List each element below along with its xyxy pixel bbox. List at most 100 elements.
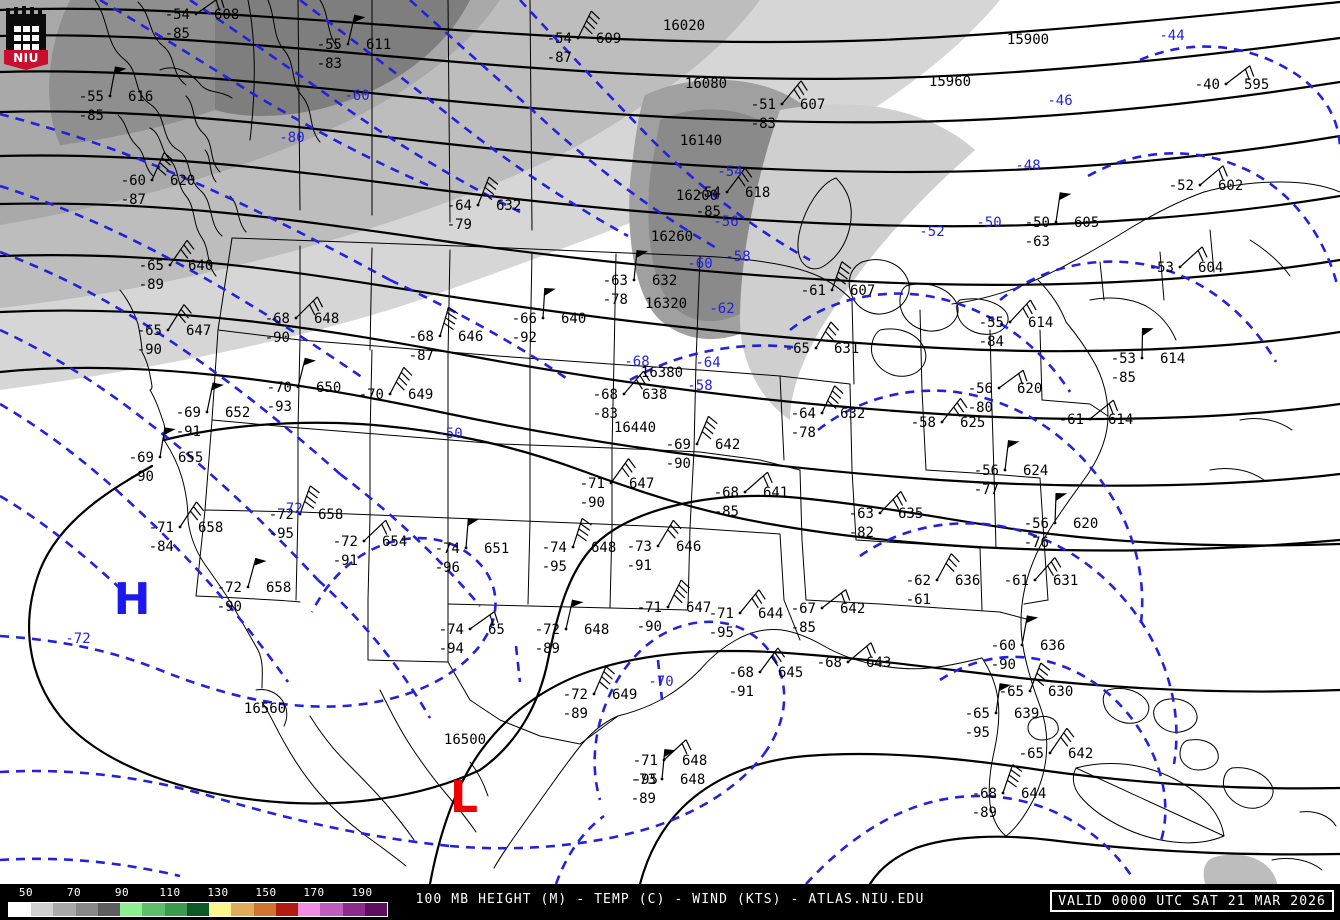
station-temperature: -69	[176, 405, 201, 421]
station-temperature: -65	[1019, 746, 1044, 762]
station-marker	[830, 288, 834, 292]
station-plot: -61 614	[1059, 399, 1133, 428]
station-temperature: -51	[751, 97, 776, 113]
station-marker	[940, 420, 944, 424]
wind-barb-feather	[667, 529, 676, 539]
station-dewpoint: -89	[631, 791, 656, 807]
wind-barb-shaft	[577, 10, 592, 39]
station-temperature: -56	[968, 381, 993, 397]
station-plot: -66 640 -92	[512, 288, 586, 346]
station-height: 658	[266, 580, 291, 596]
wind-barb-feather	[621, 467, 630, 478]
station-plot: -58 625	[911, 398, 985, 431]
station-marker	[468, 627, 472, 631]
wind-speed-shading-layer	[0, 0, 1277, 884]
station-plot: -65 639 -95	[965, 683, 1039, 741]
wind-barb-shaft	[661, 749, 666, 780]
station-height: 638	[642, 387, 667, 403]
wind-barb-feather	[839, 266, 850, 275]
wind-barb-pennant	[664, 749, 676, 758]
station-plot: -73 646 -91	[627, 519, 701, 574]
station-temperature: -63	[849, 506, 874, 522]
wind-barb-feather	[484, 186, 495, 196]
wind-barb-feather	[605, 666, 616, 675]
wind-barb-feather	[836, 276, 847, 285]
station-dewpoint: -78	[603, 292, 628, 308]
station-plot: -53 614 -85	[1111, 327, 1185, 386]
station-height: 604	[1198, 260, 1223, 276]
station-plot: -69 642 -90	[666, 415, 740, 472]
wind-barb-feather	[304, 500, 315, 509]
wind-barb-shaft	[159, 427, 166, 458]
station-dewpoint: -93	[267, 399, 292, 415]
station-height: 595	[1244, 77, 1269, 93]
wind-barb-feather	[585, 20, 596, 30]
product-title: 100 MB HEIGHT (M) - TEMP (C) - WIND (KTS…	[415, 892, 925, 907]
niu-logo[interactable]: NIU	[2, 2, 50, 70]
wind-barb-feather	[741, 172, 749, 183]
wind-barb-feather	[583, 25, 593, 35]
wind-barb-shaft	[363, 519, 387, 542]
wind-barb-shaft	[847, 642, 872, 663]
wind-barb-feather	[948, 558, 958, 568]
station-temperature: -52	[1169, 178, 1194, 194]
station-dewpoint: -89	[535, 641, 560, 657]
colorbar-tick: 170	[303, 886, 325, 899]
station-plot: -61 607	[801, 261, 875, 299]
station-plot: -68 646 -87	[409, 306, 483, 364]
bottom-legend-bar: 50 70 90 110 130 150 170 190 100 MB HEIGHT (M) …	[0, 884, 1340, 920]
wind-barb-feather	[215, 0, 221, 12]
station-plot: -73 648 -89	[631, 749, 705, 807]
colorbar-tick-labels: 50 70 90 110 130 150 170 190	[8, 887, 388, 901]
wind-barb-feather	[309, 485, 320, 494]
station-plot: -54 618-85	[696, 167, 770, 220]
temperature-contour-label: -70	[648, 674, 673, 690]
wind-barb-feather	[381, 523, 388, 535]
wind-barb-feather	[774, 652, 782, 663]
station-plot: -65 631	[785, 321, 859, 357]
station-height: 644	[1021, 786, 1046, 802]
wind-barb-feather	[1022, 370, 1028, 382]
height-contour-label: 16560	[244, 701, 286, 717]
station-marker	[1048, 751, 1052, 755]
station-marker	[846, 660, 850, 664]
wind-barb-pennant	[114, 66, 127, 75]
station-height: 651	[484, 541, 509, 557]
station-marker	[592, 692, 596, 696]
station-height: 639	[1014, 706, 1039, 722]
wind-barb-feather	[445, 317, 456, 325]
wind-barb-feather	[580, 523, 591, 531]
station-marker	[576, 36, 580, 40]
wind-barb-feather	[489, 614, 495, 627]
wind-barb-feather	[308, 304, 316, 316]
wind-barb-shaft	[821, 385, 836, 414]
wind-barb-feather	[1038, 667, 1049, 676]
station-temperature: -56	[974, 463, 999, 479]
station-temperature: -55	[979, 315, 1004, 331]
wind-barb-feather	[183, 304, 192, 314]
station-height: 646	[458, 329, 483, 345]
wind-barb-shaft	[1034, 557, 1056, 581]
wind-barb-shaft	[998, 369, 1024, 389]
station-dewpoint: -79	[447, 217, 472, 233]
wind-barb-pennant	[211, 382, 224, 391]
wind-barb-feather	[308, 490, 318, 499]
station-plot: -72 658 -90	[217, 557, 291, 615]
wind-barb-feather	[398, 376, 408, 386]
wind-barb-feather	[705, 420, 716, 430]
wind-barb-feather	[581, 517, 592, 526]
height-contour-label: 16140	[680, 133, 722, 149]
weather-map-canvas[interactable]: -54 608 -85 -55 611 -83 -54 609 -87 -51 607 -83 -40 5…	[0, 0, 1340, 884]
station-height: 642	[715, 437, 740, 453]
station-height: 620	[1017, 381, 1042, 397]
wind-barb-feather	[603, 671, 613, 680]
station-height: 620	[1073, 516, 1098, 532]
wind-barb-shaft	[477, 176, 490, 206]
station-plot: -63 635 -82	[849, 490, 923, 541]
wind-barb-feather	[189, 510, 199, 521]
wind-barb-feather	[703, 425, 714, 435]
wind-barb-shaft	[623, 370, 644, 395]
wind-barb-pennant	[636, 250, 649, 259]
wind-barb-shaft	[1054, 492, 1057, 524]
station-temperature: -68	[817, 655, 842, 671]
